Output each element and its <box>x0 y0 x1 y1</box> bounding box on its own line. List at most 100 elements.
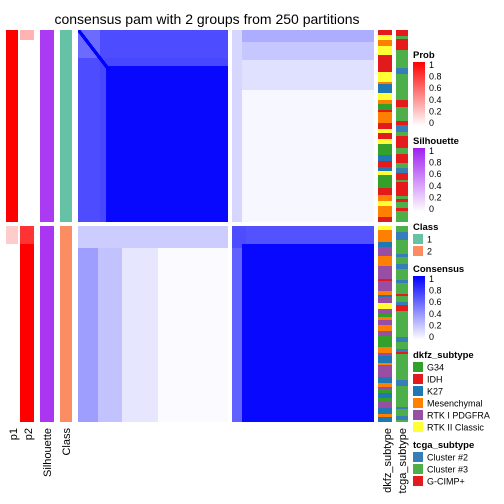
legend-item-label: RTK II Classic <box>427 423 484 433</box>
tcga-subtype-cell <box>396 53 408 59</box>
tcga-subtype-cell <box>396 160 408 163</box>
dkfz-subtype-cell <box>378 100 392 104</box>
dkfz-subtype-cell <box>378 408 392 414</box>
legend-tick: 1 <box>429 60 434 70</box>
legend-swatch <box>413 476 423 486</box>
tcga-subtype-cell <box>396 254 408 257</box>
dkfz-subtype-cell <box>378 266 392 272</box>
tcga-subtype-cell <box>396 191 408 196</box>
tcga-subtype-cell <box>396 288 408 294</box>
column-label-1: p2 <box>23 428 35 440</box>
consensus-subblock <box>242 244 374 422</box>
dkfz-subtype-cell <box>378 133 392 139</box>
dkfz-subtype-cell <box>378 67 392 72</box>
dkfz-subtype-cell <box>378 377 392 383</box>
dkfz-subtype-cell <box>378 317 392 320</box>
legend-swatch <box>413 234 423 244</box>
p1-cell-class-2-mixed <box>6 226 18 244</box>
dkfz-subtype-cell <box>378 201 392 206</box>
dkfz-subtype-cell <box>378 72 392 75</box>
tcga-subtype-cell <box>396 405 408 407</box>
dkfz-subtype-cell <box>378 55 392 61</box>
dkfz-subtype-cell <box>378 116 392 123</box>
dkfz-subtype-cell <box>378 217 392 222</box>
dkfz-subtype-cell <box>378 295 392 297</box>
dkfz-subtype-cell <box>378 383 392 387</box>
dkfz-subtype-cell <box>378 291 392 295</box>
dkfz-subtype-cell <box>378 263 392 266</box>
consensus-offdiag-stripe <box>242 42 374 60</box>
tcga-subtype-cell <box>396 407 408 409</box>
p2-cell-class-1 <box>20 40 34 222</box>
tcga-subtype-cell <box>396 352 408 354</box>
column-label-3: Class <box>61 428 73 456</box>
tcga-subtype-cell <box>396 199 408 202</box>
tcga-subtype-cell <box>396 168 408 173</box>
legend-tick: 1 <box>429 146 434 156</box>
legend-swatch <box>413 374 423 384</box>
legend-item-label: G34 <box>427 363 444 373</box>
dkfz-subtype-cell <box>378 213 392 217</box>
legend-title-2: Class <box>413 222 438 233</box>
dkfz-subtype-cell <box>378 206 392 211</box>
dkfz-subtype-cell <box>378 188 392 191</box>
tcga-subtype-cell <box>396 386 408 392</box>
tcga-subtype-cell <box>396 211 408 217</box>
tcga-subtype-cell <box>396 36 408 39</box>
tcga-subtype-cell <box>396 59 408 65</box>
consensus-subblock <box>232 226 246 248</box>
tcga-subtype-cell <box>396 367 408 373</box>
tcga-subtype-cell <box>396 119 408 121</box>
consensus-offdiag-stripe <box>242 30 374 42</box>
dkfz-subtype-cell <box>378 171 392 175</box>
silhouette-cell-class-2 <box>40 226 54 422</box>
dkfz-subtype-cell <box>378 417 392 422</box>
legends-panel: Prob10.80.60.40.20Silhouette10.80.60.40.… <box>413 50 490 487</box>
p2-cell-class-2-mixed <box>20 226 34 244</box>
tcga-subtype-cell <box>396 154 408 160</box>
dkfz-subtype-annotation-column <box>378 30 392 422</box>
dkfz-subtype-cell <box>378 353 392 356</box>
tcga-subtype-cell <box>396 50 408 53</box>
dkfz-subtype-cell <box>378 356 392 360</box>
dkfz-subtype-cell <box>378 360 392 363</box>
dkfz-subtype-cell <box>378 82 392 84</box>
p2-cell-class-1-mixed <box>20 30 34 40</box>
tcga-subtype-cell <box>396 326 408 331</box>
tcga-subtype-cell <box>396 409 408 416</box>
dkfz-subtype-cell <box>378 155 392 161</box>
dkfz-subtype-cell <box>378 40 392 46</box>
dkfz-subtype-cell <box>378 175 392 179</box>
legend-item-label: IDH <box>427 375 443 385</box>
class-cell-2 <box>60 226 72 422</box>
tcga-subtype-cell <box>396 238 408 240</box>
legend-swatch <box>413 410 423 420</box>
tcga-subtype-cell <box>396 132 408 136</box>
class-cell-1 <box>60 30 72 222</box>
tcga-subtype-cell <box>396 68 408 74</box>
dkfz-subtype-cell <box>378 331 392 336</box>
legend-tick: 0.2 <box>429 106 442 116</box>
dkfz-subtype-cell <box>378 256 392 263</box>
tcga-subtype-cell <box>396 65 408 68</box>
column-labels: p1 p2 Silhouette Class dkfz_subtype tcga_subt… <box>8 428 409 494</box>
tcga-subtype-cell <box>396 398 408 405</box>
dkfz-subtype-cell <box>378 277 392 279</box>
tcga-subtype-cell <box>396 163 408 168</box>
dkfz-subtype-cell <box>378 93 392 100</box>
tcga-subtype-cell <box>396 264 408 269</box>
consensus-offdiag-stripe <box>98 248 122 422</box>
tcga-subtype-cell <box>396 32 408 36</box>
tcga-subtype-cell <box>396 380 408 386</box>
dkfz-subtype-cell <box>378 167 392 171</box>
tcga-subtype-cell <box>396 121 408 125</box>
dkfz-subtype-cell <box>378 247 392 253</box>
column-label-5: tcga_subtype <box>397 428 409 493</box>
tcga-subtype-cell <box>396 86 408 91</box>
dkfz-subtype-cell <box>378 325 392 331</box>
dkfz-subtype-cell <box>378 253 392 256</box>
tcga-subtype-cell <box>396 294 408 296</box>
dkfz-subtype-cell <box>378 285 392 288</box>
dkfz-subtype-cell <box>378 191 392 195</box>
tcga-subtype-cell <box>396 349 408 352</box>
